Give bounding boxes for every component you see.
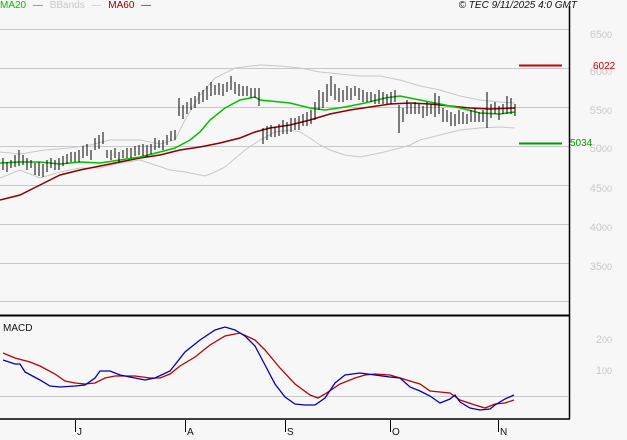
price-bars xyxy=(2,76,516,177)
month-label-nov: N xyxy=(500,427,508,438)
month-ticks xyxy=(75,420,499,432)
legend-bbands: BBands — xyxy=(49,0,102,11)
support-label: 5034 xyxy=(570,138,593,149)
ma60-line xyxy=(0,102,516,201)
price-axis-label-5000: 5000 xyxy=(589,143,612,155)
macd-title: MACD xyxy=(3,323,33,334)
month-label-aug: A xyxy=(187,427,194,438)
price-gridlines xyxy=(0,29,569,302)
month-label-sep: S xyxy=(287,427,294,438)
price-axis-label-6500: 6500 xyxy=(589,29,612,41)
chart-legend: MA20 — BBands — MA60 — xyxy=(0,0,155,12)
legend-ma20: MA20 — xyxy=(0,0,43,11)
copyright-timestamp: © TEC 9/11/2025 4:0 GMT xyxy=(458,0,577,11)
macd-line xyxy=(2,326,515,411)
price-axis-label-3500: 3500 xyxy=(589,261,612,273)
bollinger-bands xyxy=(0,64,516,179)
macd-axis-label-100: 100 xyxy=(595,365,612,377)
price-axis-label-6000: 6000 xyxy=(589,66,612,78)
ma20-line xyxy=(0,95,516,165)
macd-axis-label-200: 200 xyxy=(595,334,612,346)
macd-signal-line xyxy=(2,332,515,409)
price-axis-label-5500: 5500 xyxy=(589,105,612,117)
price-axis-label-4000: 4000 xyxy=(589,222,612,234)
resistance-label: 6022 xyxy=(593,61,616,72)
month-label-oct: O xyxy=(392,427,400,438)
price-axis-label-4500: 4500 xyxy=(589,183,612,195)
month-label-jul: J xyxy=(77,427,82,438)
legend-ma60: MA60 — xyxy=(108,0,152,11)
